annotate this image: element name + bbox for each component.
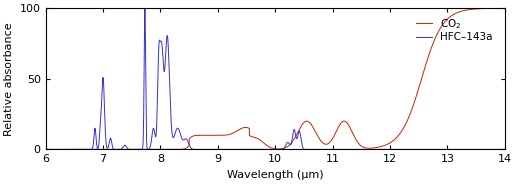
HFC–143a <box>142 7 148 9</box>
CO$_2$ <box>133 148 139 151</box>
HFC–143a <box>61 148 68 151</box>
Legend: CO$_2$, HFC–143a: CO$_2$, HFC–143a <box>414 15 495 44</box>
CO$_2$ <box>477 8 483 10</box>
CO$_2$ <box>70 148 76 151</box>
Y-axis label: Relative absorbance: Relative absorbance <box>4 22 14 136</box>
CO$_2$ <box>267 146 273 148</box>
CO$_2$ <box>42 148 49 151</box>
HFC–143a <box>267 148 273 151</box>
CO$_2$ <box>61 148 68 151</box>
HFC–143a <box>502 148 508 151</box>
Line: CO$_2$: CO$_2$ <box>45 8 505 149</box>
Line: HFC–143a: HFC–143a <box>45 8 505 149</box>
HFC–143a <box>44 148 51 151</box>
HFC–143a <box>70 148 76 151</box>
HFC–143a <box>477 148 483 151</box>
HFC–143a <box>42 148 49 151</box>
HFC–143a <box>133 148 139 151</box>
CO$_2$ <box>44 148 51 151</box>
X-axis label: Wavelength (μm): Wavelength (μm) <box>227 170 324 180</box>
CO$_2$ <box>502 7 508 9</box>
